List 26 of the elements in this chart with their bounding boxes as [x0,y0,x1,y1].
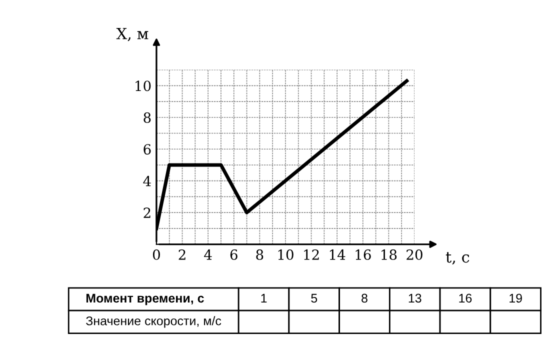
y-tick-label: 4 [143,176,151,186]
y-axis-title: X, м [116,28,148,42]
text: 19 [510,294,522,303]
x-tick-label: 12 [304,249,319,260]
y-tick-label: 8 [144,112,151,123]
x-tick-label: 8 [256,249,264,260]
text: 5 [311,294,318,303]
x-tick-label: 18 [382,249,397,260]
text: Момент времени, с [86,294,204,306]
text: 8 [362,294,368,303]
x-tick-label: 20 [406,249,422,260]
y-tick-label: 2 [144,208,150,218]
x-tick-label: 4 [204,249,212,260]
text: 16 [459,294,472,303]
y-tick-label: 10 [136,80,151,92]
text: 13 [408,294,422,303]
x-tick-label: 6 [230,249,238,260]
y-tick-label: 6 [144,144,151,155]
x-tick-label: 0 [152,249,160,260]
text: Значение скорости, м/с [86,316,222,328]
x-tick-label: 2 [178,249,186,260]
x-tick-label: 16 [356,249,371,260]
x-tick-label: 10 [278,249,294,260]
text: 1 [261,294,267,302]
x-tick-label: 14 [330,249,346,260]
x-axis-title: t, с [446,252,470,265]
